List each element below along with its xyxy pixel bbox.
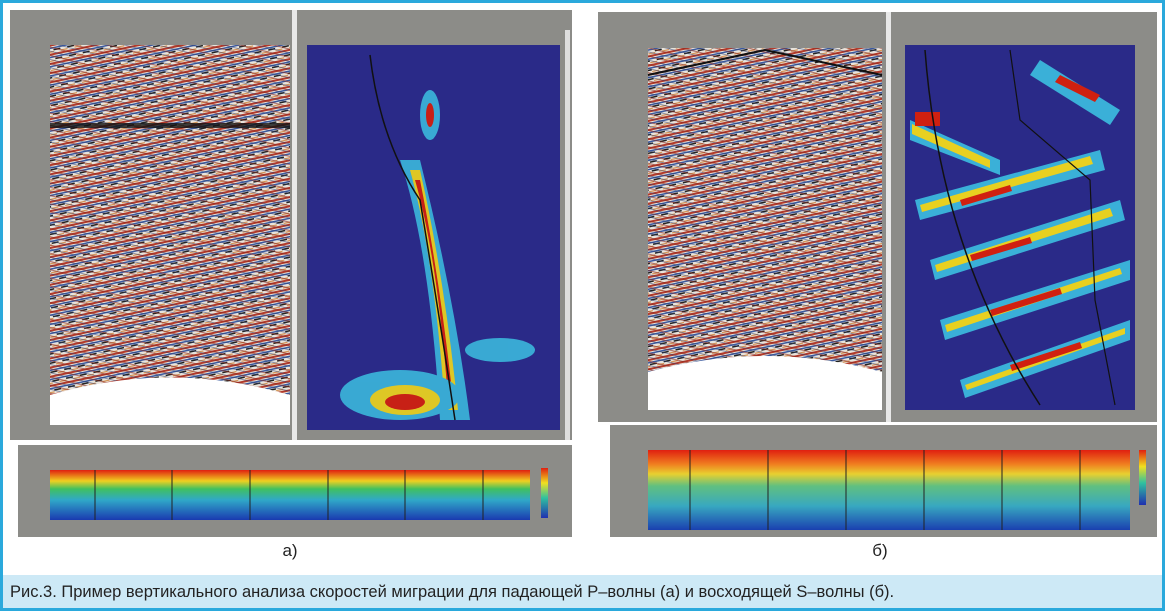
panel-b	[598, 12, 1157, 537]
panel-label: б)	[872, 541, 887, 560]
figure: а) б) Рис.3. Пример вертикального анализ…	[0, 0, 1165, 611]
panel-a	[10, 10, 572, 537]
panel-label: а)	[282, 541, 297, 560]
page: а) б) Рис.3. Пример вертикального анализ…	[0, 0, 1165, 611]
caption: Рис.3. Пример вертикального анализа скор…	[10, 583, 894, 601]
